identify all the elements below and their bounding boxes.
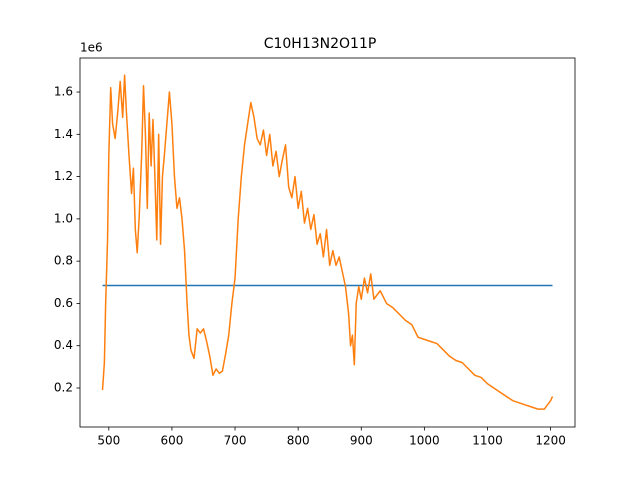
y-offset-label: 1e6	[80, 41, 103, 55]
y-tick-label: 1.2	[54, 169, 73, 183]
y-tick-label: 0.6	[54, 296, 73, 310]
y-tick-label: 0.8	[54, 254, 73, 268]
x-tick-label: 1200	[535, 434, 566, 448]
x-tick-label: 1000	[409, 434, 440, 448]
x-tick-label: 1100	[472, 434, 503, 448]
x-tick-label: 800	[287, 434, 310, 448]
x-tick-label: 700	[224, 434, 247, 448]
chart-title: C10H13N2O11P	[264, 36, 377, 52]
y-tick-label: 0.4	[54, 338, 73, 352]
y-tick-label: 1.6	[54, 85, 73, 99]
plot-frame	[79, 57, 576, 428]
y-tick-label: 1.0	[54, 211, 73, 225]
x-tick-label: 900	[350, 434, 373, 448]
x-tick-label: 500	[97, 434, 120, 448]
y-tick-label: 1.4	[54, 127, 73, 141]
x-tick-label: 600	[160, 434, 183, 448]
line-series	[101, 74, 554, 410]
y-tick-label: 0.2	[54, 380, 73, 394]
